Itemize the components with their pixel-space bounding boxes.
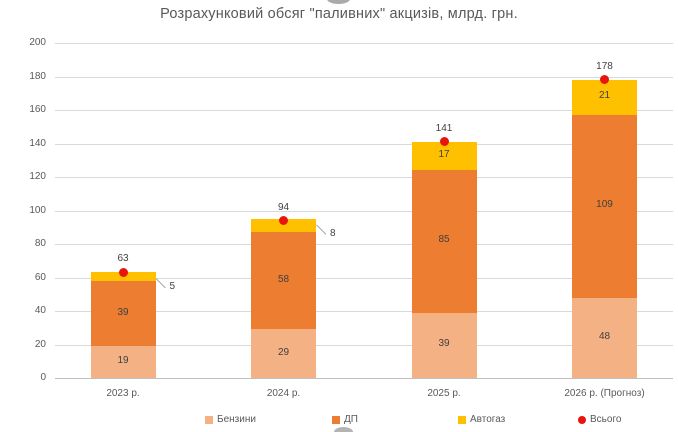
segment-data-label: 39 xyxy=(117,306,129,318)
total-marker-dot xyxy=(600,75,609,85)
legend-swatch-Всього xyxy=(578,416,586,424)
y-axis-tick-label: 0 xyxy=(40,372,46,383)
top-edge-handle-icon xyxy=(327,0,350,4)
y-gridline xyxy=(55,210,673,212)
y-gridline xyxy=(55,143,673,145)
y-gridline xyxy=(55,43,673,44)
y-axis-tick-label: 180 xyxy=(29,70,46,82)
segment-data-label: 21 xyxy=(598,90,611,102)
legend-swatch-Бензини xyxy=(205,416,213,424)
segment-data-label: 19 xyxy=(117,355,129,367)
bar-segment-Автогаз xyxy=(251,218,316,233)
y-axis-tick-label: 80 xyxy=(34,238,46,249)
legend-swatch-ДП xyxy=(332,416,340,424)
legend-item-label: Всього xyxy=(590,414,622,425)
y-axis-tick-label: 60 xyxy=(34,271,46,283)
legend-item-label: ДП xyxy=(344,414,358,425)
y-gridline xyxy=(55,277,673,279)
segment-data-label: 109 xyxy=(596,199,613,211)
segment-data-label: 48 xyxy=(598,330,611,342)
total-data-label: 141 xyxy=(435,122,453,134)
y-gridline xyxy=(55,344,673,346)
y-axis-tick-label: 20 xyxy=(34,338,46,350)
y-gridline xyxy=(55,110,673,111)
x-axis-category-label: 2024 р. xyxy=(266,388,301,399)
x-axis-line xyxy=(55,378,673,379)
bar-segment-Автогаз xyxy=(411,141,477,171)
y-axis-tick-label: 40 xyxy=(34,305,46,316)
segment-data-label: 39 xyxy=(438,338,450,350)
bar-segment-Бензини xyxy=(572,297,637,378)
segment-data-label: 17 xyxy=(438,149,450,161)
bar-segment-ДП xyxy=(90,280,156,347)
segment-data-label: 85 xyxy=(438,234,450,246)
y-axis-tick-label: 160 xyxy=(29,104,46,115)
chart-title: Розрахунковий обсяг "паливних" акцизів, … xyxy=(160,6,518,22)
bar-segment-Бензини xyxy=(411,312,477,378)
segment-callout-label: 8 xyxy=(330,227,336,239)
x-axis-category-label: 2023 р. xyxy=(106,388,140,399)
y-gridline xyxy=(55,311,673,312)
y-axis-tick-label: 140 xyxy=(29,137,46,149)
bar-segment-Бензини xyxy=(90,346,156,378)
total-data-label: 94 xyxy=(277,201,290,213)
bar-segment-ДП xyxy=(572,115,637,298)
segment-data-label: 58 xyxy=(277,273,290,285)
total-marker-dot xyxy=(439,137,449,147)
legend-item-label: Бензини xyxy=(217,414,256,425)
bar-segment-Бензини xyxy=(251,329,316,378)
y-gridline xyxy=(55,244,673,245)
legend-item-label: Автогаз xyxy=(470,414,506,425)
total-marker-dot xyxy=(118,267,128,277)
y-axis-tick-label: 120 xyxy=(29,171,46,182)
y-gridline xyxy=(55,177,673,178)
segment-callout-label: 5 xyxy=(169,281,176,293)
total-marker-dot xyxy=(279,216,288,226)
x-axis-category-label: 2025 р. xyxy=(427,388,461,399)
bar-segment-Автогаз xyxy=(572,79,637,116)
y-axis-tick-label: 200 xyxy=(29,37,46,48)
y-gridline xyxy=(55,76,673,78)
bottom-edge-handle-icon xyxy=(334,427,353,432)
legend-swatch-Автогаз xyxy=(458,416,466,424)
x-axis-category-label: 2026 р. (Прогноз) xyxy=(564,388,645,399)
total-data-label: 178 xyxy=(596,60,613,72)
segment-data-label: 29 xyxy=(277,346,290,358)
total-data-label: 63 xyxy=(117,253,129,265)
y-axis-tick-label: 100 xyxy=(29,204,46,216)
bar-segment-ДП xyxy=(411,170,477,313)
bar-segment-ДП xyxy=(251,232,316,330)
